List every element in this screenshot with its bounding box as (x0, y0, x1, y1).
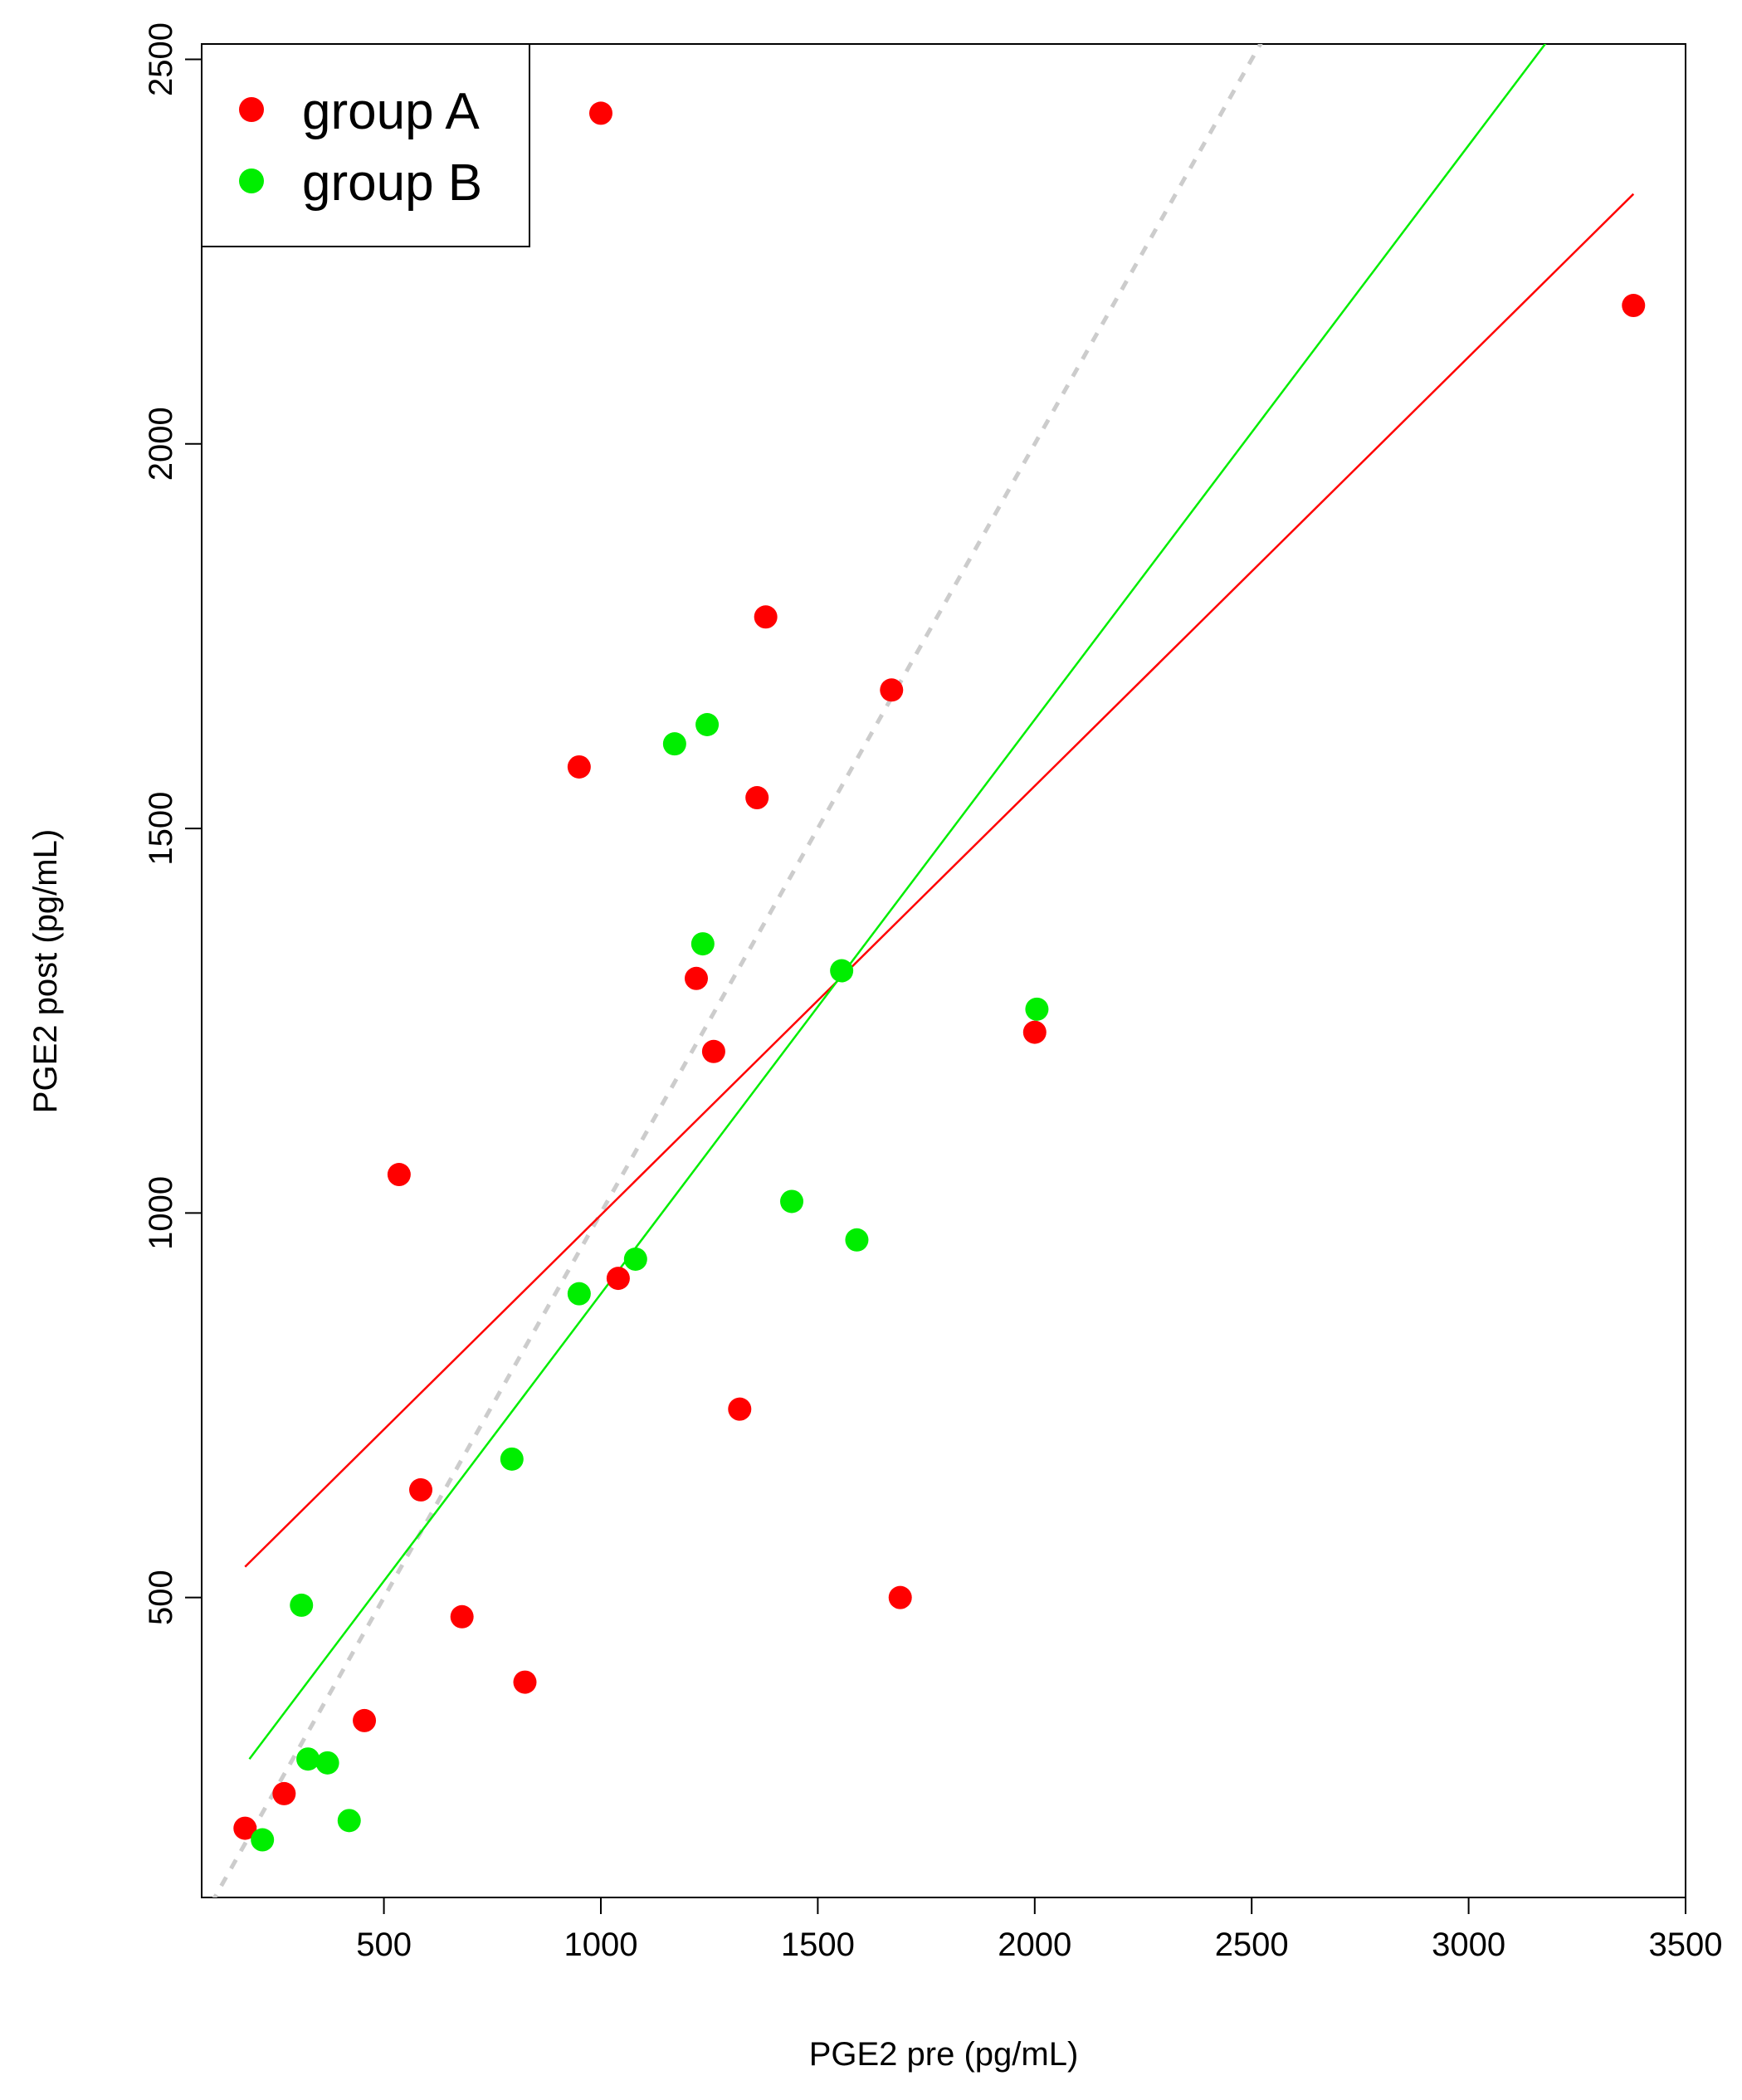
data-point-group-a (1022, 1020, 1047, 1044)
y-tick-label: 1000 (143, 1176, 179, 1250)
fit-lines (212, 44, 1635, 1897)
data-point-group-b (845, 1228, 869, 1252)
y-axis-label: PGE2 post (pg/mL) (27, 829, 64, 1113)
y-tick-label: 2000 (143, 407, 179, 481)
fit-line-group-b (248, 44, 1547, 1760)
identity-reference-line (212, 44, 1263, 1897)
data-point-group-a (606, 1267, 630, 1291)
data-points (233, 101, 1646, 1852)
data-point-group-b (695, 713, 720, 737)
legend-label-group-a: group A (302, 83, 480, 140)
y-tick-label: 500 (143, 1570, 179, 1625)
data-point-group-b (500, 1447, 524, 1471)
data-point-group-a (567, 755, 591, 779)
data-point-group-a (880, 678, 904, 702)
data-point-group-a (728, 1397, 752, 1421)
data-point-group-b (662, 732, 686, 756)
data-point-group-b (780, 1189, 804, 1214)
y-axis: 500 1000 1500 2000 2500 (143, 22, 203, 1625)
x-axis: 500 1000 1500 2000 2500 3000 3500 (356, 1897, 1722, 1963)
fit-line-group-a (244, 193, 1635, 1568)
data-point-group-a (1622, 294, 1646, 318)
data-point-group-b (567, 1282, 591, 1306)
data-point-group-a (272, 1781, 296, 1805)
y-tick-label: 2500 (143, 22, 179, 96)
data-point-group-a (409, 1477, 433, 1502)
data-point-group-a (745, 786, 769, 810)
data-point-group-a (701, 1039, 725, 1063)
data-point-group-a (233, 1816, 257, 1840)
legend-box (201, 43, 530, 247)
legend: group A group B (201, 43, 530, 247)
data-point-group-b (830, 959, 854, 983)
x-axis-label: PGE2 pre (pg/mL) (809, 2036, 1079, 2073)
x-tick-label: 3000 (1432, 1927, 1505, 1963)
x-tick-label: 2000 (998, 1927, 1071, 1963)
data-point-group-b (337, 1809, 361, 1833)
plot-frame (201, 43, 1686, 1898)
x-tick-label: 3500 (1649, 1927, 1723, 1963)
data-point-group-a (450, 1604, 474, 1629)
data-point-group-b (290, 1593, 314, 1617)
y-tick-label: 1500 (143, 792, 179, 866)
data-point-group-b (690, 932, 715, 956)
legend-marker-group-a (239, 97, 264, 122)
legend-label-group-b: group B (302, 154, 482, 212)
data-point-group-b (296, 1747, 320, 1771)
data-point-group-a (353, 1708, 377, 1732)
x-tick-label: 500 (356, 1927, 412, 1963)
data-point-group-a (588, 101, 612, 125)
data-point-group-a (513, 1670, 537, 1694)
x-tick-label: 1000 (564, 1927, 637, 1963)
data-point-group-a (685, 966, 708, 990)
data-point-group-a (387, 1163, 411, 1187)
data-point-group-b (623, 1247, 647, 1271)
legend-marker-group-b (239, 168, 264, 193)
data-point-group-b (1025, 997, 1049, 1021)
x-tick-label: 1500 (781, 1927, 855, 1963)
x-tick-label: 2500 (1215, 1927, 1289, 1963)
data-point-group-a (754, 605, 778, 629)
data-point-group-a (888, 1585, 912, 1609)
data-point-group-b (251, 1828, 275, 1852)
data-point-group-b (315, 1751, 339, 1775)
